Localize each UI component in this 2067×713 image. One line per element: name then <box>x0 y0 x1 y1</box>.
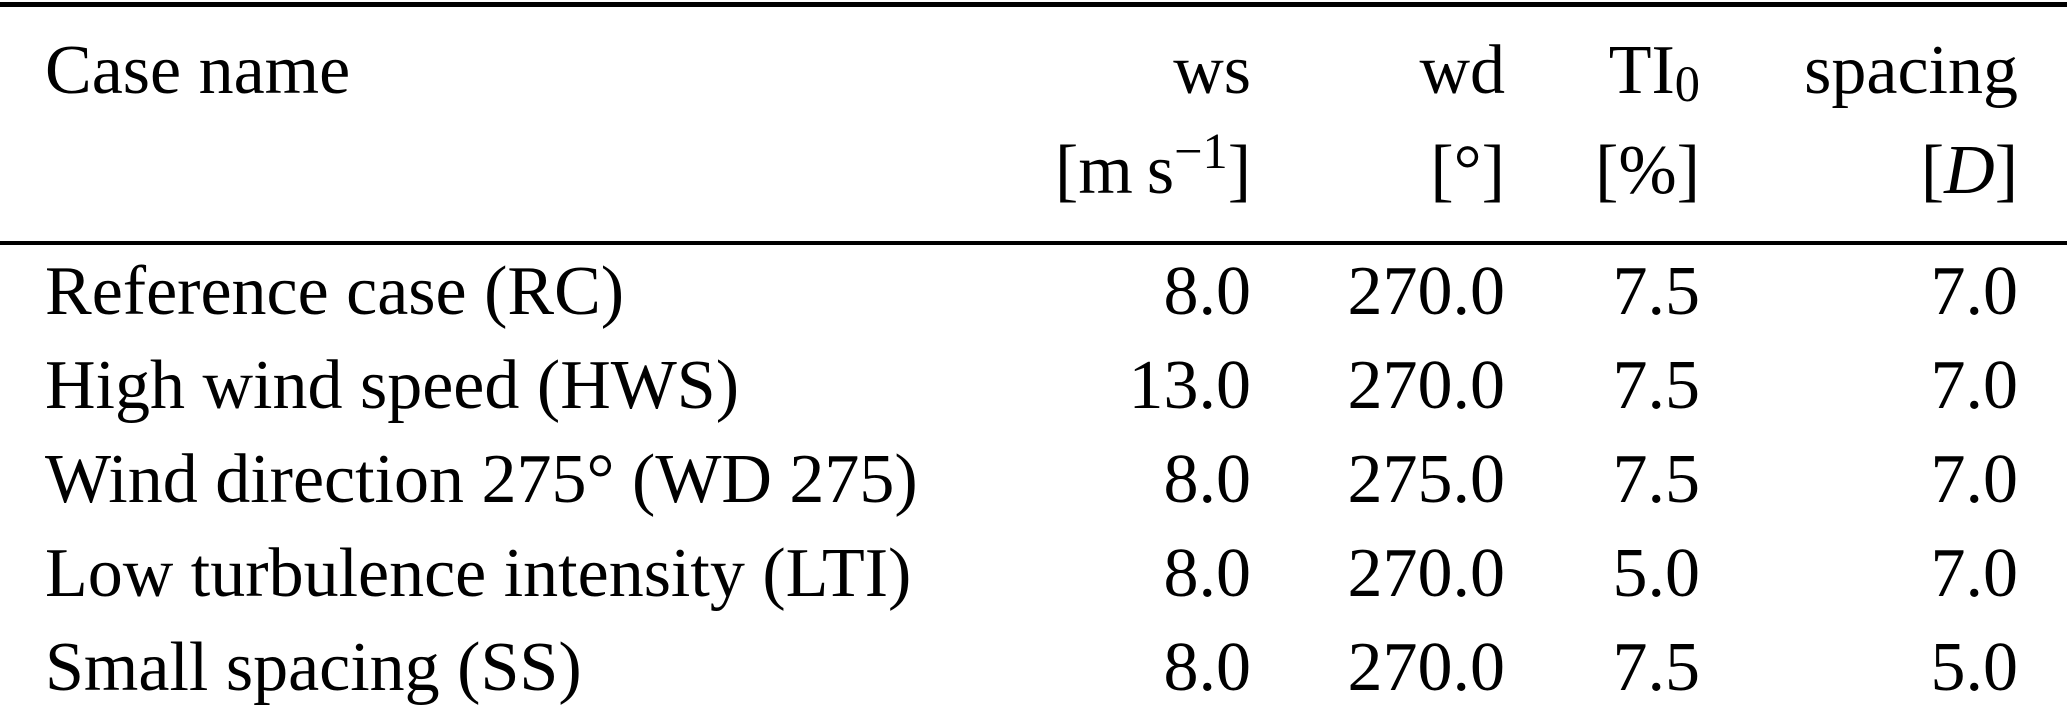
column-header-case-name: Case name <box>0 4 1050 245</box>
table-row-wind-direction-275: Wind direction 275° (WD 275) 8.0 275.0 7… <box>0 433 2067 527</box>
ws-value-cell: 8.0 <box>1163 535 1252 612</box>
column-header-ws: ws [m s−1] <box>1050 4 1251 245</box>
ws-value-cell: 13.0 <box>1128 347 1252 424</box>
wd-value-cell: 270.0 <box>1347 535 1506 612</box>
spacing-value-cell: 7.0 <box>1930 441 2019 518</box>
unit-text: ] <box>1994 132 2018 209</box>
case-name-cell: High wind speed (HWS) <box>45 347 740 424</box>
column-unit: [D] <box>1700 121 2018 221</box>
column-unit: [°] <box>1430 132 1505 209</box>
ti0-value-cell: 7.5 <box>1612 253 1701 330</box>
wd-value-cell: 270.0 <box>1347 253 1506 330</box>
unit-variable: D <box>1944 132 1995 209</box>
header-row: Case name ws [m s−1] wd [°] TI0 [%] spac… <box>0 4 2067 245</box>
unit-text: [m s <box>1055 132 1175 209</box>
table-row-reference-case: Reference case (RC) 8.0 270.0 7.5 7.0 <box>0 243 2067 339</box>
wd-value-cell: 270.0 <box>1347 347 1506 424</box>
case-name-cell: Reference case (RC) <box>45 253 625 330</box>
unit-text: ] <box>1227 132 1251 209</box>
column-header-ti0: TI0 [%] <box>1505 4 1700 245</box>
case-name-cell: Wind direction 275° (WD 275) <box>45 441 918 518</box>
spacing-value-cell: 7.0 <box>1930 347 2019 424</box>
ti0-value-cell: 7.5 <box>1612 441 1701 518</box>
ti0-value-cell: 7.5 <box>1612 629 1701 706</box>
column-label: spacing <box>1804 32 2018 109</box>
column-label: wd <box>1419 32 1505 109</box>
column-header-wd: wd [°] <box>1251 4 1505 245</box>
column-unit: [m s−1] <box>1050 121 1251 221</box>
label-text: TI <box>1608 32 1675 109</box>
column-label: ws <box>1173 32 1251 109</box>
ti0-value-cell: 5.0 <box>1612 535 1701 612</box>
column-label: TI0 <box>1505 21 1700 121</box>
spacing-value-cell: 7.0 <box>1930 535 2019 612</box>
table-row-high-wind-speed: High wind speed (HWS) 13.0 270.0 7.5 7.0 <box>0 339 2067 433</box>
label-subscript: 0 <box>1674 56 1700 113</box>
wd-value-cell: 270.0 <box>1347 629 1506 706</box>
table-row-small-spacing: Small spacing (SS) 8.0 270.0 7.5 5.0 <box>0 621 2067 713</box>
case-name-cell: Small spacing (SS) <box>45 629 582 706</box>
case-name-cell: Low turbulence intensity (LTI) <box>45 535 912 612</box>
ti0-value-cell: 7.5 <box>1612 347 1701 424</box>
spacing-value-cell: 5.0 <box>1930 629 2019 706</box>
ws-value-cell: 8.0 <box>1163 253 1252 330</box>
unit-exponent: −1 <box>1174 122 1228 179</box>
spacing-value-cell: 7.0 <box>1930 253 2019 330</box>
ws-value-cell: 8.0 <box>1163 441 1252 518</box>
wd-value-cell: 275.0 <box>1347 441 1506 518</box>
column-label: Case name <box>45 32 351 109</box>
unit-text: [ <box>1920 132 1945 209</box>
column-header-spacing: spacing [D] <box>1700 4 2067 245</box>
table-row-low-turbulence-intensity: Low turbulence intensity (LTI) 8.0 270.0… <box>0 527 2067 621</box>
column-unit: [%] <box>1595 132 1700 209</box>
ws-value-cell: 8.0 <box>1163 629 1252 706</box>
